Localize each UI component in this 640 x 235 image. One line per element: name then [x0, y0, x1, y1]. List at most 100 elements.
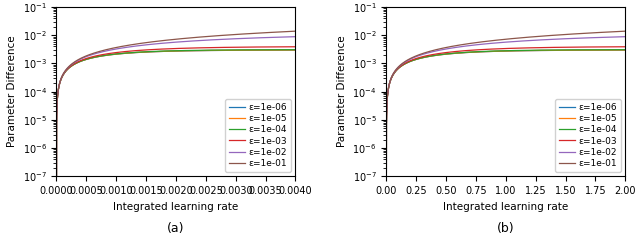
ε=1e-03 — [52, 122, 60, 125]
ε=1e-01 — [565, 33, 573, 36]
Line: ε=1e-06: ε=1e-06 — [56, 50, 296, 216]
ε=1e-06 — [156, 50, 163, 53]
ε=1e-05 — [621, 49, 629, 51]
ε=1e-05 — [383, 122, 390, 125]
ε=1e-02 — [284, 35, 292, 38]
ε=1e-01 — [621, 30, 629, 33]
ε=1e-06 — [284, 49, 292, 51]
ε=1e-02 — [148, 43, 156, 46]
ε=1e-01 — [148, 40, 156, 43]
Title: (b): (b) — [497, 222, 515, 235]
ε=1e-03 — [614, 45, 621, 48]
X-axis label: Integrated learning rate: Integrated learning rate — [113, 202, 239, 212]
ε=1e-06 — [614, 49, 621, 51]
ε=1e-06 — [52, 122, 60, 125]
ε=1e-04 — [383, 122, 390, 125]
ε=1e-02 — [565, 37, 573, 40]
ε=1e-05 — [565, 49, 573, 52]
ε=1e-01 — [292, 30, 300, 33]
ε=1e-04 — [565, 48, 573, 51]
ε=1e-02 — [621, 35, 629, 38]
ε=1e-02 — [52, 215, 60, 218]
Line: ε=1e-02: ε=1e-02 — [56, 37, 296, 216]
Title: (a): (a) — [167, 222, 185, 235]
ε=1e-04 — [621, 48, 629, 51]
ε=1e-06 — [621, 49, 629, 51]
ε=1e-04 — [284, 48, 292, 51]
ε=1e-05 — [52, 122, 60, 125]
Line: ε=1e-04: ε=1e-04 — [56, 50, 296, 216]
ε=1e-02 — [614, 35, 621, 38]
ε=1e-05 — [148, 50, 156, 53]
ε=1e-02 — [156, 42, 163, 45]
ε=1e-04 — [614, 48, 621, 51]
ε=1e-02 — [52, 122, 60, 125]
Line: ε=1e-01: ε=1e-01 — [387, 31, 625, 235]
ε=1e-04 — [148, 50, 156, 53]
Line: ε=1e-04: ε=1e-04 — [387, 50, 625, 235]
ε=1e-02 — [614, 35, 621, 38]
ε=1e-06 — [284, 49, 291, 51]
ε=1e-04 — [485, 50, 493, 53]
Line: ε=1e-05: ε=1e-05 — [56, 50, 296, 216]
ε=1e-01 — [614, 30, 621, 33]
ε=1e-02 — [236, 37, 243, 40]
ε=1e-05 — [284, 49, 292, 51]
ε=1e-03 — [52, 215, 60, 218]
ε=1e-03 — [284, 45, 291, 48]
ε=1e-02 — [485, 42, 493, 45]
ε=1e-06 — [565, 49, 573, 52]
ε=1e-01 — [284, 30, 291, 33]
ε=1e-03 — [621, 45, 629, 48]
ε=1e-02 — [292, 35, 300, 38]
ε=1e-02 — [383, 122, 390, 125]
ε=1e-03 — [383, 122, 390, 125]
ε=1e-01 — [52, 215, 60, 218]
ε=1e-01 — [614, 30, 621, 33]
ε=1e-04 — [156, 50, 163, 53]
Line: ε=1e-05: ε=1e-05 — [387, 50, 625, 235]
ε=1e-06 — [236, 49, 243, 52]
ε=1e-05 — [156, 50, 163, 53]
Line: ε=1e-03: ε=1e-03 — [387, 47, 625, 235]
ε=1e-03 — [485, 48, 493, 51]
ε=1e-02 — [284, 35, 291, 38]
Line: ε=1e-03: ε=1e-03 — [56, 47, 296, 216]
ε=1e-06 — [614, 49, 621, 51]
ε=1e-04 — [614, 48, 621, 51]
Y-axis label: Parameter Difference: Parameter Difference — [337, 36, 347, 148]
ε=1e-04 — [292, 48, 300, 51]
ε=1e-04 — [236, 48, 243, 51]
ε=1e-01 — [236, 33, 243, 36]
Line: ε=1e-01: ε=1e-01 — [56, 31, 296, 216]
ε=1e-05 — [478, 50, 486, 53]
ε=1e-06 — [52, 215, 60, 218]
ε=1e-03 — [478, 48, 486, 51]
ε=1e-04 — [52, 215, 60, 218]
Line: ε=1e-02: ε=1e-02 — [387, 37, 625, 235]
ε=1e-04 — [478, 50, 486, 53]
ε=1e-01 — [478, 40, 486, 43]
ε=1e-05 — [614, 49, 621, 51]
ε=1e-03 — [292, 45, 300, 48]
ε=1e-03 — [148, 48, 156, 51]
ε=1e-04 — [52, 122, 60, 125]
Legend: ε=1e-06, ε=1e-05, ε=1e-04, ε=1e-03, ε=1e-02, ε=1e-01: ε=1e-06, ε=1e-05, ε=1e-04, ε=1e-03, ε=1e… — [555, 99, 621, 172]
ε=1e-05 — [52, 215, 60, 218]
ε=1e-05 — [485, 50, 493, 53]
ε=1e-05 — [284, 49, 291, 51]
Line: ε=1e-06: ε=1e-06 — [387, 50, 625, 235]
ε=1e-03 — [565, 46, 573, 49]
X-axis label: Integrated learning rate: Integrated learning rate — [444, 202, 568, 212]
ε=1e-01 — [156, 40, 163, 43]
Y-axis label: Parameter Difference: Parameter Difference — [7, 36, 17, 148]
ε=1e-06 — [478, 50, 486, 53]
ε=1e-01 — [52, 122, 60, 125]
ε=1e-03 — [614, 45, 621, 48]
ε=1e-01 — [284, 30, 292, 33]
ε=1e-03 — [236, 46, 243, 49]
ε=1e-02 — [478, 43, 486, 46]
ε=1e-03 — [284, 45, 292, 48]
Legend: ε=1e-06, ε=1e-05, ε=1e-04, ε=1e-03, ε=1e-02, ε=1e-01: ε=1e-06, ε=1e-05, ε=1e-04, ε=1e-03, ε=1e… — [225, 99, 291, 172]
ε=1e-05 — [236, 49, 243, 52]
